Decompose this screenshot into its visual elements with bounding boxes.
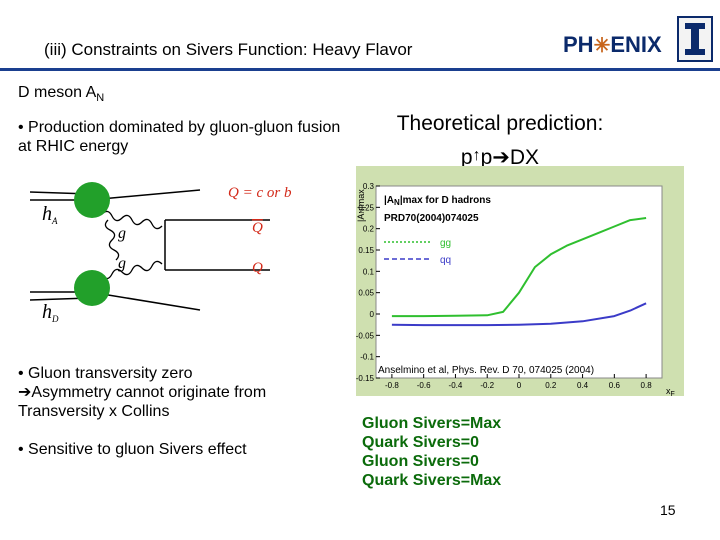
hadron-blob-b [74,270,110,306]
x-tick-label: -0.8 [385,381,399,390]
result-quark-max: Quark Sivers=Max [362,472,502,489]
series-group [391,217,647,327]
y-ticks: 0.3 0.25 0.2 0.15 0.1 0.05 0 -0.05 -0.1 -0.15 [356,182,380,383]
bullet-transversity-line1: • Gluon transversity zero [18,365,193,382]
spin-up-arrow-icon: ↑ [472,147,481,164]
theory-p2: p [480,146,493,169]
result-gluon-zero: Gluon Sivers=0 [362,453,479,470]
label-hD: hD [42,301,59,324]
x-axis-label: xF [666,386,675,396]
y-tick-label: 0.1 [363,267,375,276]
theory-p1: p [460,146,473,169]
arrow-right-icon: ➔ [18,384,32,401]
result-gluon-max: Gluon Sivers=Max [362,415,502,432]
series-line-qq [391,302,647,327]
x-tick-label: 0.4 [577,381,589,390]
subtitle-main: D meson A [18,84,97,101]
arrow-right-icon: ➔ [492,146,510,169]
y-tick-label: 0.3 [363,182,375,191]
bullet-production: • Production dominated by gluon-gluon fu… [18,119,341,155]
y-tick-label: 0.05 [358,289,374,298]
an-plot: 0.3 0.25 0.2 0.15 0.1 0.05 0 -0.05 -0.1 -0.15 -0.… [356,182,675,396]
phenix-star-icon: ✳ [593,35,611,57]
theory-dx: DX [509,146,540,169]
label-Q: Q [252,260,263,276]
gluon-line-upper [101,210,163,230]
gluon-line-mid [104,219,120,261]
y-tick-label: -0.1 [360,353,374,362]
label-Qbar: Q [252,220,263,236]
y-tick-label: -0.15 [356,374,375,383]
phenix-logo-text-left: PH [563,32,594,57]
subtitle-sub: N [96,92,105,105]
plot-frame [375,185,663,379]
phenix-logo: PH✳ENIX [563,32,662,58]
page-number: 15 [660,502,676,518]
x-tick-label: 0.2 [545,381,557,390]
y-tick-label: 0.25 [358,203,374,212]
y-axis-label: |AN|max [356,189,366,222]
series-line-gg [391,217,647,318]
y-tick-label: -0.05 [356,331,375,340]
label-hA: hA [42,203,58,226]
feynman-diagram: hA hD g g Q = c or b Q Q [30,182,292,324]
y-tick-label: 0.15 [358,246,374,255]
x-tick-label: -0.6 [417,381,431,390]
legend-title: |AN|max for D hadrons [384,195,491,207]
plot-citation: Anselmino et al, Phys. Rev. D 70, 074025… [378,365,594,376]
bullet-transversity: • Gluon transversity zero ➔Asymmetry can… [18,364,348,421]
section-subtitle: D meson AN [18,84,104,104]
illinois-logo-icon [677,16,713,62]
bullet-sensitivity: • Sensitive to gluon Sivers effect [18,441,247,458]
bullet-transversity-text: Asymmetry cannot originate from Transver… [18,384,267,420]
y-tick-label: 0.2 [363,225,375,234]
x-ticks: -0.8 -0.6 -0.4 -0.2 0 0.2 0.4 0.6 0.8 [385,374,652,390]
x-tick-label: 0.8 [641,381,653,390]
label-Q-flavor: Q = c or b [228,185,292,201]
x-tick-label: 0 [517,381,522,390]
theory-line1: Theoretical prediction: [396,112,604,135]
phenix-logo-text-right: ENIX [610,32,662,57]
legend-ref: PRD70(2004)074025 [384,213,479,224]
slide-title: (iii) Constraints on Sivers Function: He… [44,40,413,59]
x-tick-label: -0.2 [480,381,494,390]
bullet-transversity-line2: ➔Asymmetry cannot originate from Transve… [18,383,348,421]
theory-line2: p↑p➔DX [350,140,650,174]
label-g-upper: g [118,225,126,242]
x-tick-label: -0.4 [449,381,463,390]
gluon-line-lower [101,260,163,280]
legend-gg-label: gg [440,238,451,249]
theory-heading: Theoretical prediction: p↑p➔DX [350,108,650,174]
legend-qq-label: qq [440,255,451,266]
label-g-lower: g [118,255,126,272]
result-quark-zero: Quark Sivers=0 [362,434,479,451]
hadron-blob-a [74,182,110,218]
y-tick-label: 0 [370,310,375,319]
header-rule [0,68,720,71]
x-tick-label: 0.6 [609,381,621,390]
